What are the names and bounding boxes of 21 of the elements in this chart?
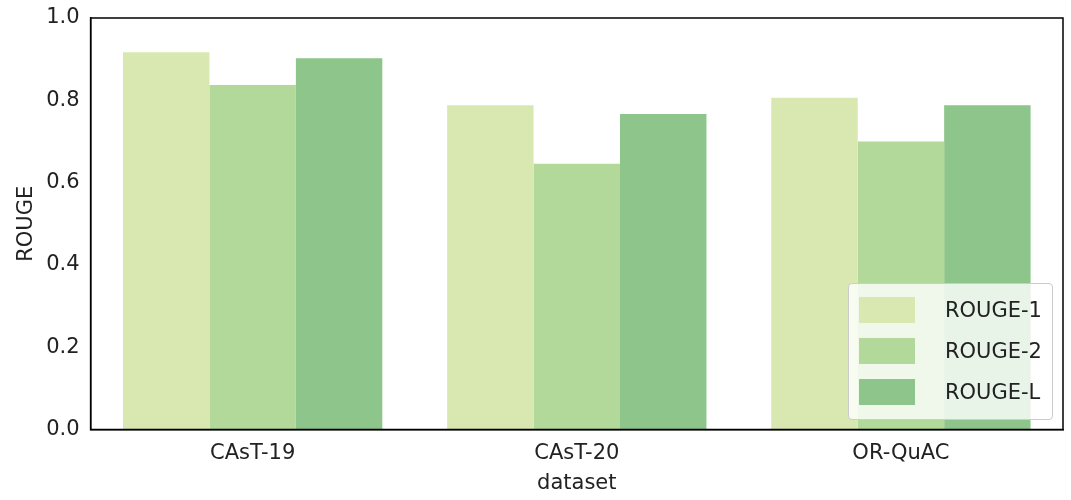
bar [447, 105, 534, 430]
bar [620, 113, 707, 430]
legend-label: ROUGE-1 [945, 298, 1042, 323]
legend-label: ROUGE-L [945, 380, 1041, 405]
y-tick-label: 0.2 [46, 333, 80, 358]
bar [533, 163, 621, 430]
y-axis-title: ROUGE [13, 185, 38, 262]
bar [771, 97, 858, 430]
bar [295, 58, 383, 430]
y-tick-label: 1.0 [46, 4, 80, 29]
bar [209, 85, 296, 430]
y-tick-label: 0.0 [46, 416, 80, 441]
legend-label: ROUGE-2 [945, 339, 1042, 364]
x-tick-label: CAsT-19 [210, 439, 296, 464]
x-tick-label: OR-QuAC [852, 439, 950, 464]
x-axis-title: dataset [537, 469, 617, 494]
x-tick-label: CAsT-20 [534, 439, 620, 464]
bar [123, 52, 210, 430]
y-tick-label: 0.6 [46, 169, 80, 194]
y-tick-label: 0.4 [46, 251, 80, 276]
y-tick-label: 0.8 [46, 86, 80, 111]
